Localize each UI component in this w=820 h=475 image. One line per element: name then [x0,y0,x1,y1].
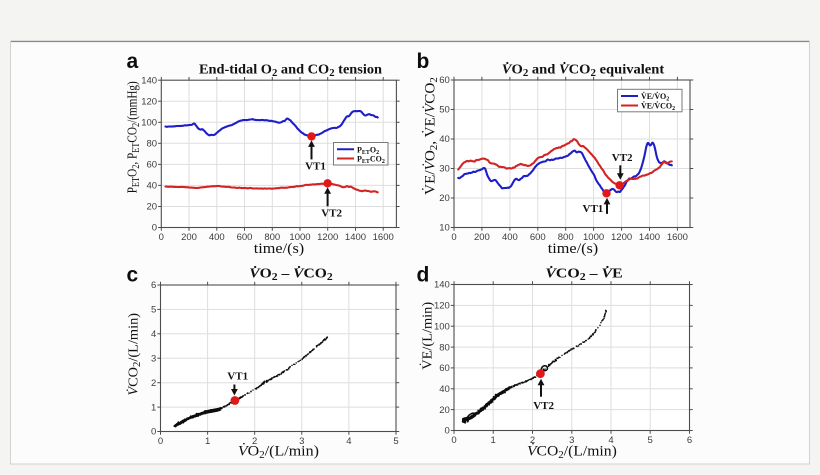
svg-text:3: 3 [151,353,156,364]
svg-text:6: 6 [687,435,692,446]
svg-text:d: d [417,264,430,287]
svg-text:0: 0 [159,232,164,243]
svg-text:b: b [417,50,430,73]
svg-text:V̇E/V̇O2​, V̇E/V̇CO2​: V̇E/V̇O2​, V̇E/V̇CO2​ [422,77,440,195]
svg-text:0: 0 [445,426,450,437]
svg-text:600: 600 [530,232,546,243]
svg-text:1400: 1400 [639,232,660,243]
svg-text:time/(s): time/(s) [548,241,598,257]
svg-text:a: a [127,50,139,73]
svg-text:1200: 1200 [317,232,338,243]
svg-text:60: 60 [439,363,450,374]
svg-text:5: 5 [648,435,653,446]
svg-text:200: 200 [474,232,490,243]
svg-text:80: 80 [147,139,158,150]
svg-text:PETCO2: PETCO2 [357,155,385,166]
svg-text:30: 30 [439,164,450,175]
svg-text:5: 5 [393,436,398,447]
svg-text:VT2: VT2 [612,152,633,164]
svg-text:1000: 1000 [289,232,310,243]
svg-text:V̇E/V̇CO2: V̇E/V̇CO2 [641,100,675,112]
svg-text:V̇O2​ and V̇CO2​ equivalent: V̇O2​ and V̇CO2​ equivalent [502,61,665,79]
svg-text:time/(s): time/(s) [254,241,304,257]
svg-text:2: 2 [252,436,257,447]
svg-text:80: 80 [439,342,450,353]
svg-text:V̇O2​ – V̇CO2​: V̇O2​ – V̇CO2​ [249,265,333,283]
svg-text:60: 60 [147,160,158,171]
svg-text:100: 100 [434,321,450,332]
svg-text:20: 20 [439,405,450,416]
svg-text:1: 1 [491,435,496,446]
svg-text:0: 0 [152,223,157,234]
svg-text:100: 100 [141,118,157,129]
svg-text:VT1: VT1 [583,203,604,215]
svg-text:40: 40 [439,384,450,395]
svg-text:20: 20 [439,193,450,204]
svg-text:4: 4 [608,435,613,446]
svg-text:1000: 1000 [583,232,604,243]
svg-text:10: 10 [439,223,450,234]
svg-text:4: 4 [346,436,351,447]
svg-text:V̇CO2​/(L/min): V̇CO2​/(L/min) [527,443,617,461]
svg-text:60: 60 [439,75,450,86]
svg-text:0: 0 [158,436,163,447]
svg-text:V̇CO2​/(L/min): V̇CO2​/(L/min) [125,313,142,396]
svg-text:40: 40 [439,134,450,145]
svg-text:VT2: VT2 [533,400,554,412]
svg-text:2: 2 [530,435,535,446]
svg-text:V̇E/V̇O2: V̇E/V̇O2 [641,91,669,103]
svg-text:0: 0 [451,232,456,243]
svg-text:1400: 1400 [345,232,366,243]
svg-text:40: 40 [147,181,158,192]
svg-text:0: 0 [151,427,156,438]
svg-text:V̇E/(L/min): V̇E/(L/min) [419,302,435,370]
svg-text:200: 200 [181,232,197,243]
svg-text:1600: 1600 [667,232,688,243]
svg-text:1: 1 [205,436,210,447]
svg-text:V̇O2​/(L/min): V̇O2​/(L/min) [238,443,319,461]
svg-text:5: 5 [151,305,156,316]
svg-text:3: 3 [569,435,574,446]
svg-text:0: 0 [451,435,456,446]
svg-text:End-tidal O2​ and CO2​ tension: End-tidal O2​ and CO2​ tension [199,62,382,79]
svg-text:400: 400 [209,232,225,243]
svg-text:VT2: VT2 [321,207,342,219]
svg-text:V̇CO2​ – V̇E: V̇CO2​ – V̇E [545,265,622,283]
svg-text:400: 400 [502,232,518,243]
svg-text:120: 120 [434,301,450,312]
svg-text:120: 120 [141,96,157,107]
svg-text:800: 800 [264,232,280,243]
svg-text:1200: 1200 [611,232,632,243]
svg-text:6: 6 [151,280,156,291]
svg-text:140: 140 [141,75,157,86]
svg-text:2: 2 [151,378,156,389]
svg-text:50: 50 [439,105,450,116]
svg-text:PETO2: PETO2 [357,145,379,156]
svg-text:800: 800 [558,232,574,243]
svg-text:PET​O2​, PET​CO2​/(mmHg): PET​O2​, PET​CO2​/(mmHg) [124,81,142,193]
svg-text:140: 140 [434,280,450,291]
svg-text:1600: 1600 [373,232,394,243]
svg-text:VT1: VT1 [227,370,248,382]
svg-text:1: 1 [151,402,156,413]
svg-text:20: 20 [147,202,158,213]
svg-text:VT1: VT1 [305,160,326,172]
svg-text:4: 4 [151,329,156,340]
svg-text:3: 3 [299,436,304,447]
svg-text:600: 600 [237,232,253,243]
svg-text:c: c [127,264,139,287]
